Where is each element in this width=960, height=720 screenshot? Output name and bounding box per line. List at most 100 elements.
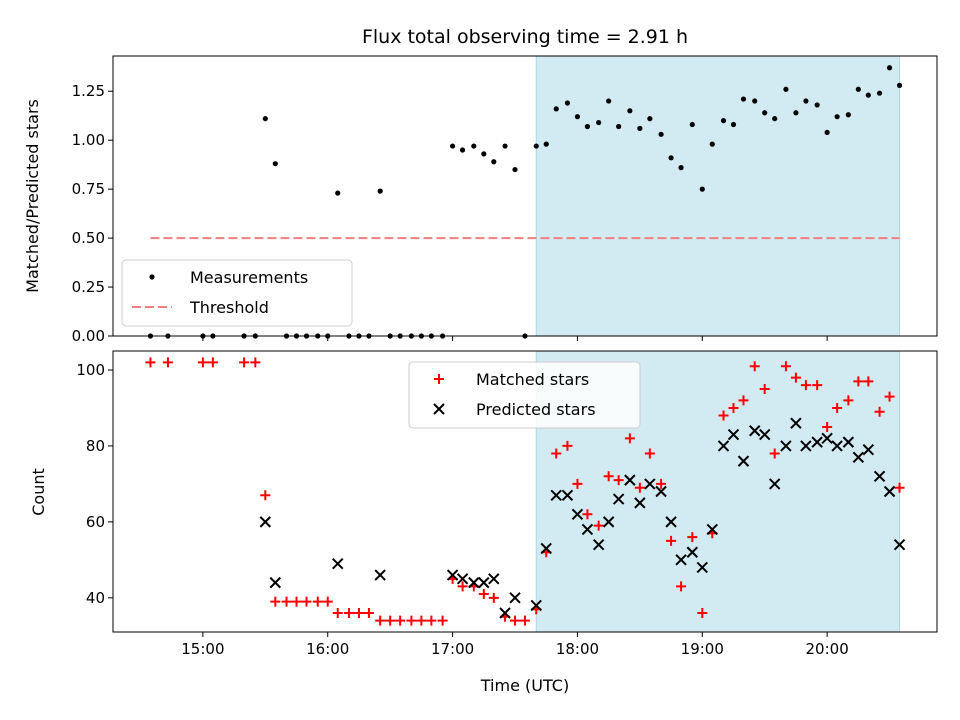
legend-marker-measurements — [149, 274, 155, 280]
data-point — [561, 489, 574, 502]
data-point — [644, 478, 656, 490]
y-tick-label: 80 — [86, 437, 105, 455]
data-point — [658, 131, 664, 137]
panel-count: 40 60 80 100 15:00 16:00 17:00 18:00 19:00 20:00 M… — [76, 350, 938, 658]
data-point — [886, 65, 893, 71]
data-point — [709, 141, 715, 147]
data-point — [834, 114, 840, 120]
data-point — [822, 421, 833, 432]
data-point — [821, 432, 833, 445]
data-point — [478, 589, 489, 600]
data-point — [863, 376, 874, 387]
data-point — [446, 569, 459, 581]
data-point — [332, 608, 343, 619]
data-point — [270, 596, 281, 607]
data-point — [699, 186, 705, 192]
data-point — [416, 615, 427, 626]
data-point — [894, 482, 905, 493]
data-point — [627, 108, 633, 114]
data-point — [740, 96, 747, 102]
y-tick-label: 100 — [76, 361, 105, 379]
data-point — [281, 596, 292, 607]
data-point — [768, 478, 781, 490]
data-point — [592, 538, 605, 551]
data-point — [509, 592, 521, 604]
data-point — [717, 440, 730, 452]
data-point — [239, 357, 250, 368]
data-point — [499, 607, 511, 619]
data-point — [540, 542, 552, 555]
data-point — [593, 520, 604, 531]
data-point — [395, 615, 406, 626]
legend-box — [121, 259, 353, 327]
data-point — [510, 615, 521, 626]
data-point — [634, 497, 646, 509]
data-point — [312, 596, 323, 607]
data-point — [520, 615, 530, 626]
data-point — [457, 581, 468, 592]
y-tick-label: 1.25 — [72, 82, 105, 100]
data-point — [574, 114, 581, 120]
data-point — [762, 110, 768, 116]
data-point — [553, 106, 559, 112]
y-tick-label: 1.00 — [72, 131, 105, 149]
data-point — [456, 573, 469, 585]
data-point — [686, 546, 699, 558]
data-point — [502, 143, 508, 149]
data-point — [814, 102, 820, 108]
data-point — [406, 615, 417, 626]
data-point — [737, 455, 750, 467]
data-point — [375, 615, 386, 626]
data-point — [728, 402, 739, 413]
data-point — [893, 538, 906, 551]
data-point — [873, 470, 886, 483]
data-point — [783, 86, 789, 92]
data-point — [666, 535, 677, 546]
data-point — [780, 440, 792, 452]
data-point — [377, 188, 383, 194]
chart-title: Flux total observing time = 2.91 h — [362, 26, 688, 48]
data-point — [426, 615, 437, 626]
data-point — [343, 608, 354, 619]
data-point — [896, 82, 903, 88]
data-point — [613, 475, 624, 486]
data-point — [332, 557, 344, 570]
data-point — [162, 357, 173, 368]
data-point — [790, 417, 802, 429]
data-point — [696, 561, 708, 574]
data-point — [562, 440, 573, 451]
data-point — [624, 474, 636, 486]
data-point — [459, 147, 466, 153]
data-point — [730, 121, 737, 128]
data-point — [853, 376, 864, 387]
data-point — [533, 143, 539, 149]
data-point — [803, 98, 809, 104]
legend-label-measurements: Measurements — [190, 268, 308, 287]
data-point — [269, 576, 282, 589]
series-predicted-stars — [259, 417, 906, 619]
data-point — [769, 448, 780, 459]
data-point — [800, 440, 812, 452]
y-tick-label: 0.50 — [72, 229, 105, 247]
x-tick-label: 19:00 — [681, 640, 724, 658]
data-point — [772, 116, 778, 122]
data-point — [883, 485, 896, 498]
data-point — [612, 493, 625, 505]
panel-ratio: 0.00 0.25 0.50 0.75 1.00 1.25 Measurements Thre… — [72, 55, 938, 345]
data-point — [842, 436, 855, 448]
data-point — [720, 118, 727, 124]
data-point — [855, 86, 861, 92]
data-point — [197, 357, 208, 368]
data-point — [780, 361, 791, 372]
data-point — [738, 395, 749, 406]
data-point — [335, 190, 341, 196]
data-point — [260, 490, 271, 501]
data-point — [374, 569, 386, 581]
data-point — [644, 448, 655, 459]
data-point — [675, 554, 687, 566]
data-point — [718, 410, 729, 421]
data-point — [301, 596, 312, 607]
data-point — [488, 592, 499, 603]
plot-frame — [112, 55, 938, 337]
legend: Matched stars Predicted stars — [408, 361, 641, 429]
